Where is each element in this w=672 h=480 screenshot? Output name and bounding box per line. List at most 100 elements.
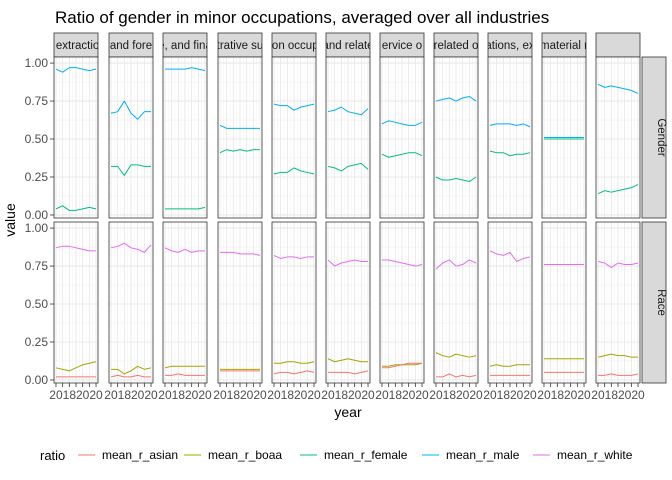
facet-panel (325, 56, 371, 219)
row-strip-label: Gender (655, 118, 667, 157)
series-line-mean-r-male (273, 103, 315, 111)
series-line-mean-r-female (164, 206, 206, 210)
series-line-mean-r-white (273, 254, 315, 259)
y-tick-label: 0.75 (25, 259, 49, 273)
facet-panel (433, 56, 479, 219)
row-strip (641, 56, 667, 219)
facet-panel (162, 221, 208, 384)
facet-panel (541, 56, 587, 219)
series-line-mean-r-boaa (597, 353, 639, 358)
panel-border (541, 56, 587, 219)
panel-border (162, 56, 208, 219)
facet-panel (595, 221, 641, 384)
series-line-mean-r-boaa (435, 352, 477, 358)
x-tick-label: 20182020 (591, 388, 645, 402)
panel-border (108, 56, 154, 219)
facet-panel (541, 221, 587, 384)
series-line-mean-r-white (381, 259, 423, 267)
y-tick-label: 0.50 (25, 297, 49, 311)
series-line-mean-r-boaa (110, 365, 152, 375)
facet-strip-label: and relate (322, 40, 373, 52)
legend-label-mean-r-boaa: mean_r_boaa (208, 448, 282, 462)
series-line-mean-r-female (55, 205, 97, 211)
series-line-mean-r-boaa (327, 358, 369, 363)
facet-panel (162, 56, 208, 219)
x-tick-label: 20182020 (537, 388, 591, 402)
x-tick-label: 20182020 (158, 388, 212, 402)
facet-strip-label: and fore (110, 40, 152, 52)
series-line-mean-r-white (597, 261, 639, 269)
facet-strip (487, 32, 533, 58)
x-tick-label: 20182020 (321, 388, 375, 402)
facet-panel (487, 221, 533, 384)
facet-panel (217, 221, 263, 384)
series-line-mean-r-white (55, 245, 97, 252)
x-tick-label: 20182020 (267, 388, 321, 402)
series-line-mean-r-asian (435, 373, 477, 378)
legend: mean_r_asian mean_r_boaa mean_r_female mean… (78, 448, 633, 462)
series-line-mean-r-male (489, 123, 531, 128)
x-axis-title: year (334, 404, 362, 420)
series-line-mean-r-male (435, 95, 477, 102)
x-tick-label: 20182020 (104, 388, 158, 402)
facet-panel (379, 56, 425, 219)
facet-panel (217, 56, 263, 219)
series-line-mean-r-boaa (55, 361, 97, 372)
series-line-mean-r-boaa (273, 361, 315, 364)
panel-border (325, 56, 371, 219)
facet-strip-label: ion occup (269, 40, 318, 52)
series-line-mean-r-female (381, 152, 423, 158)
series-line-mean-r-female (110, 164, 152, 176)
legend-title: ratio (40, 448, 65, 463)
x-tick-label: 20182020 (49, 388, 103, 402)
series-line-mean-r-male (381, 120, 423, 126)
series-line-mean-r-white (164, 247, 206, 253)
panel-border (487, 56, 533, 219)
chart-title: Ratio of gender in minor occupations, av… (55, 8, 549, 27)
y-tick-label: 1.00 (25, 221, 49, 235)
series-line-mean-r-female (597, 184, 639, 195)
facet-strip (433, 32, 479, 58)
row-strip (641, 221, 667, 384)
panel-border (433, 56, 479, 219)
x-tick-label: 20182020 (375, 388, 429, 402)
series-line-mean-r-asian (110, 374, 152, 378)
y-tick-label: 0.25 (25, 335, 49, 349)
panel-border (379, 56, 425, 219)
series-line-mean-r-white (110, 242, 152, 253)
panel-border (217, 56, 263, 219)
facet-panel (325, 221, 371, 384)
panel-border (271, 56, 317, 219)
series-line-mean-r-asian (273, 370, 315, 375)
facet-panel (53, 56, 99, 219)
legend-label-mean-r-female: mean_r_female (324, 448, 408, 462)
legend-label-mean-r-white: mean_r_white (557, 448, 633, 462)
series-line-mean-r-male (110, 100, 152, 120)
facet-panel (271, 56, 317, 219)
series-line-mean-r-white (219, 251, 261, 256)
series-line-mean-r-female (327, 162, 369, 172)
facet-strip-label: related o (434, 40, 479, 52)
facet-panel (108, 221, 154, 384)
series-line-mean-r-female (489, 150, 531, 157)
facet-strip (108, 32, 154, 58)
y-tick-label: 0.00 (25, 373, 49, 387)
x-tick-label: 20182020 (213, 388, 267, 402)
series-line-mean-r-male (327, 106, 369, 116)
facet-strip (379, 32, 425, 58)
series-line-mean-r-female (435, 176, 477, 183)
facet-strip (325, 32, 371, 58)
facet-strip-label: d extraction (46, 40, 105, 52)
facet-strip-label: ervice o (382, 40, 422, 52)
series-line-mean-r-white (327, 259, 369, 267)
series-line-mean-r-white (435, 259, 477, 270)
y-tick-label: 1.00 (25, 56, 49, 70)
y-axis-title: value (2, 203, 18, 237)
series-line-mean-r-boaa (164, 365, 206, 369)
legend-label-mean-r-male: mean_r_male (446, 448, 520, 462)
facet-panel (108, 56, 154, 219)
facet-strip (595, 32, 641, 58)
series-line-mean-r-asian (597, 373, 639, 376)
